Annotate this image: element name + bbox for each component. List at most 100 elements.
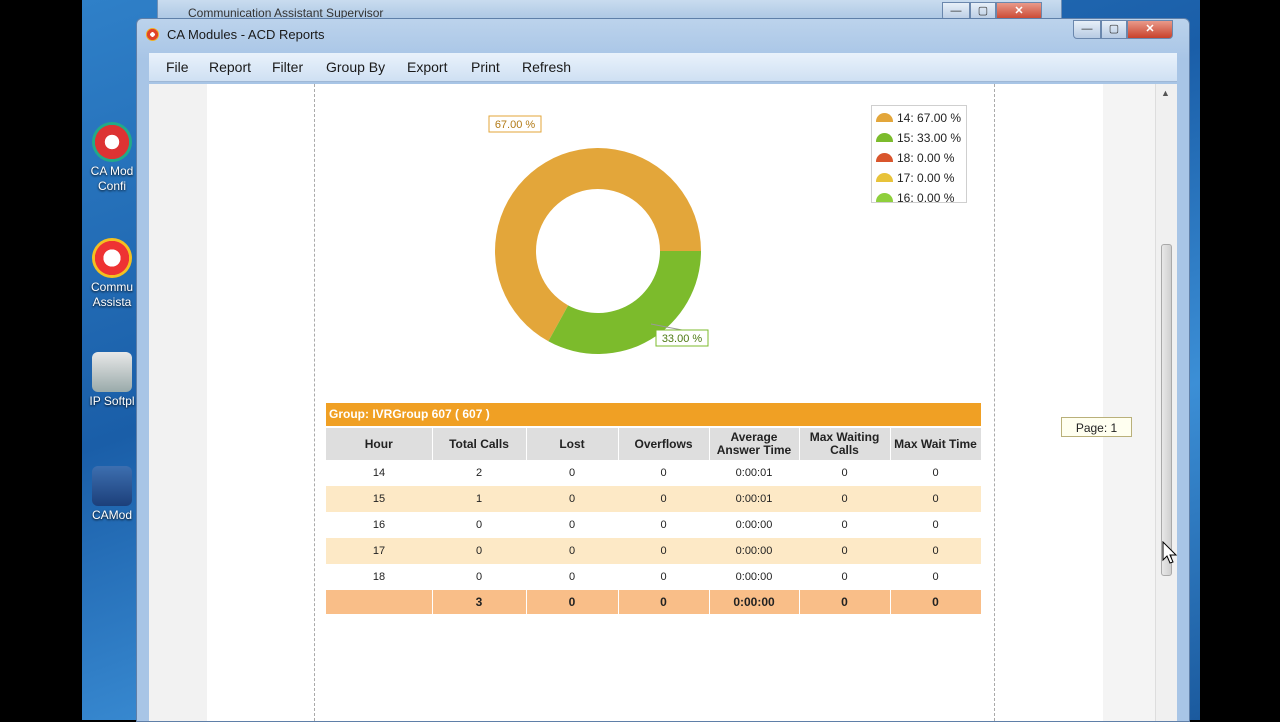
column-header-max-wait-time[interactable]: Max Wait Time <box>890 426 982 460</box>
background-window-title: Communication Assistant Supervisor <box>188 6 384 20</box>
table-row: 15 1 0 0 0:00:01 0 0 <box>326 486 981 512</box>
cell-lost: 0 <box>526 460 618 486</box>
cell-max-wait-time: 0 <box>890 460 981 486</box>
menu-group-by[interactable]: Group By <box>326 59 386 75</box>
shortcut-label: Confi <box>97 179 126 193</box>
communication-assistant-shortcut[interactable]: Commu Assista <box>82 238 142 310</box>
legend-label: 18: 0.00 % <box>897 151 955 165</box>
legend-item: 18: 0.00 % <box>876 151 966 171</box>
menu-refresh[interactable]: Refresh <box>522 59 572 75</box>
donut-slice-14[interactable] <box>494 148 701 342</box>
cell-hour: 15 <box>326 486 432 512</box>
total-overflows: 0 <box>618 590 710 614</box>
menu-file[interactable]: File <box>166 59 189 75</box>
menu-report[interactable]: Report <box>209 59 252 75</box>
app-icon <box>146 28 159 41</box>
background-maximize-button[interactable]: ▢ <box>970 2 996 21</box>
shortcut-label: Commu <box>90 280 133 294</box>
page-margin-left <box>149 84 207 721</box>
menu-export[interactable]: Export <box>407 59 448 75</box>
table-row: 16 0 0 0 0:00:00 0 0 <box>326 512 981 538</box>
cell-average-answer-time: 0:00:01 <box>709 486 799 512</box>
page-guide-right <box>994 84 995 721</box>
shortcut-label: Assista <box>92 295 132 309</box>
cell-overflows: 0 <box>618 486 709 512</box>
close-button[interactable]: ✕ <box>1127 20 1173 39</box>
total-max-wait-time: 0 <box>890 590 982 614</box>
ca-modules-config-shortcut[interactable]: CA Mod Confi <box>82 122 142 194</box>
mouse-pointer-icon <box>1162 541 1178 564</box>
total-lost: 0 <box>526 590 619 614</box>
scroll-thumb[interactable] <box>1161 244 1172 576</box>
table-row: 18 0 0 0 0:00:00 0 0 <box>326 564 981 590</box>
column-header-total-calls[interactable]: Total Calls <box>432 426 527 460</box>
legend-item: 16: 0.00 % <box>876 191 966 211</box>
page-guide-left <box>314 84 315 721</box>
totals-row: 3 0 0 0:00:00 0 0 <box>326 590 982 614</box>
cell-max-wait-time: 0 <box>890 564 981 590</box>
column-header-hour[interactable]: Hour <box>326 426 433 460</box>
cell-max-wait-time: 0 <box>890 486 981 512</box>
page-indicator: Page: 1 <box>1061 417 1132 437</box>
legend-label: 17: 0.00 % <box>897 171 955 185</box>
communication-assistant-icon <box>92 238 132 278</box>
chart-legend: 14: 67.00 % 15: 33.00 % 18: 0.00 % 17: 0… <box>871 105 967 205</box>
cell-average-answer-time: 0:00:00 <box>709 564 799 590</box>
cell-total-calls: 0 <box>432 512 526 538</box>
ip-softphone-shortcut[interactable]: IP Softpl <box>82 352 142 409</box>
cell-lost: 0 <box>526 486 618 512</box>
cell-total-calls: 1 <box>432 486 526 512</box>
title-bar[interactable]: CA Modules - ACD Reports — ▢ ✕ <box>137 19 1189 51</box>
cell-max-waiting-calls: 0 <box>799 486 890 512</box>
scroll-up-icon[interactable]: ▲ <box>1161 88 1170 98</box>
cell-overflows: 0 <box>618 512 709 538</box>
cell-max-wait-time: 0 <box>890 538 981 564</box>
column-header-lost[interactable]: Lost <box>526 426 619 460</box>
data-label-leader <box>650 323 683 331</box>
donut-slice-15[interactable] <box>548 251 701 355</box>
legend-label: 16: 0.00 % <box>897 191 955 205</box>
background-minimize-button[interactable]: — <box>942 2 970 21</box>
legend-label: 14: 67.00 % <box>897 111 962 125</box>
legend-swatch-icon <box>876 133 893 142</box>
cell-total-calls: 0 <box>432 564 526 590</box>
camod-shortcut[interactable]: CAMod <box>82 466 142 523</box>
acd-report-table: Group: IVRGroup 607 ( 607 ) Hour Total C… <box>326 403 982 614</box>
shortcut-label: CA Mod <box>90 164 134 178</box>
cell-average-answer-time: 0:00:00 <box>709 538 799 564</box>
vertical-scrollbar[interactable]: ▲ <box>1155 84 1177 721</box>
cell-overflows: 0 <box>618 460 709 486</box>
cell-max-waiting-calls: 0 <box>799 538 890 564</box>
cell-lost: 0 <box>526 512 618 538</box>
legend-swatch-icon <box>876 193 893 202</box>
total-hour <box>326 590 433 614</box>
column-header-overflows[interactable]: Overflows <box>618 426 710 460</box>
legend-label: 15: 33.00 % <box>897 131 962 145</box>
total-max-waiting-calls: 0 <box>799 590 891 614</box>
menu-filter[interactable]: Filter <box>272 59 304 75</box>
column-header-average-answer-time[interactable]: Average Answer Time <box>709 426 800 460</box>
ca-modules-config-icon <box>92 122 132 162</box>
legend-item: 15: 33.00 % <box>876 131 966 151</box>
cell-total-calls: 2 <box>432 460 526 486</box>
cell-max-waiting-calls: 0 <box>799 460 890 486</box>
maximize-button[interactable]: ▢ <box>1101 20 1127 39</box>
table-header-row: Hour Total Calls Lost Overflows Average … <box>326 426 982 460</box>
column-header-max-waiting-calls[interactable]: Max Waiting Calls <box>799 426 891 460</box>
phone-icon <box>92 352 132 392</box>
cell-overflows: 0 <box>618 538 709 564</box>
cell-hour: 14 <box>326 460 432 486</box>
minimize-button[interactable]: — <box>1073 20 1101 39</box>
data-label-14: 67.00 % <box>495 119 536 131</box>
cell-lost: 0 <box>526 564 618 590</box>
legend-swatch-icon <box>876 173 893 182</box>
legend-swatch-icon <box>876 113 893 122</box>
menu-print[interactable]: Print <box>471 59 500 75</box>
menu-bar: File Report Filter Group By Export Print… <box>149 53 1177 82</box>
camod-icon <box>92 466 132 506</box>
cell-hour: 17 <box>326 538 432 564</box>
data-label-box <box>655 329 709 347</box>
total-total-calls: 3 <box>432 590 527 614</box>
legend-item: 14: 67.00 % <box>876 111 966 131</box>
window-title: CA Modules - ACD Reports <box>167 27 325 42</box>
